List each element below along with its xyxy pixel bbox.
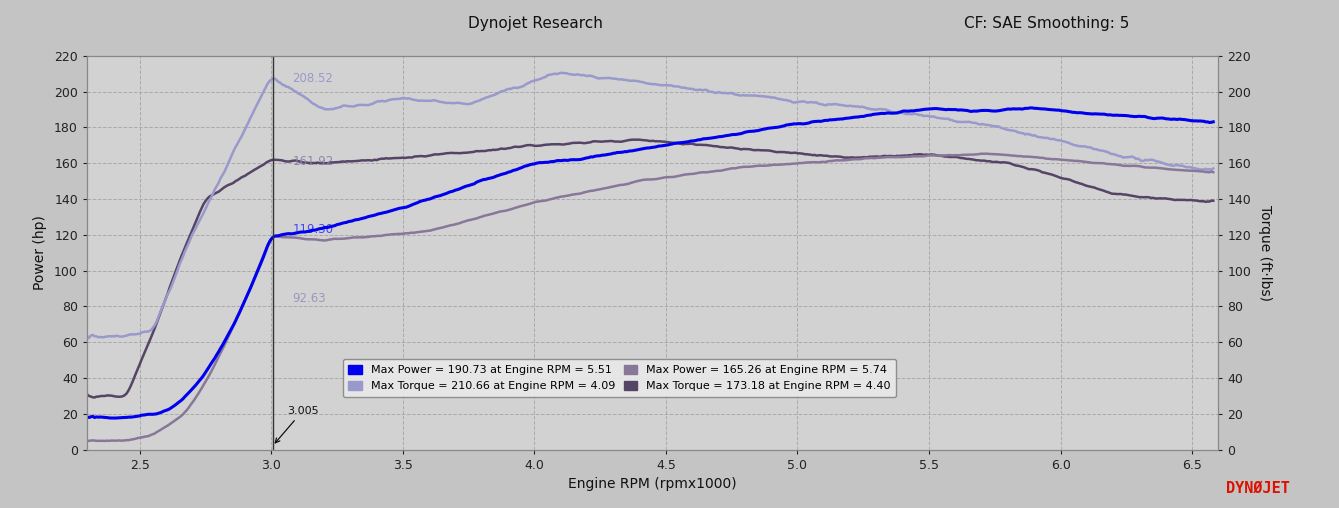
Y-axis label: Torque (ft·lbs): Torque (ft·lbs) bbox=[1259, 205, 1272, 301]
Text: 161.92: 161.92 bbox=[292, 155, 333, 168]
Text: 92.63: 92.63 bbox=[292, 292, 325, 305]
X-axis label: Engine RPM (rpmx1000): Engine RPM (rpmx1000) bbox=[569, 477, 736, 491]
Text: DYNØJET: DYNØJET bbox=[1225, 480, 1289, 495]
Legend: Max Power = 190.73 at Engine RPM = 5.51, Max Torque = 210.66 at Engine RPM = 4.0: Max Power = 190.73 at Engine RPM = 5.51,… bbox=[343, 359, 896, 397]
Text: 119.30: 119.30 bbox=[292, 223, 333, 236]
Text: 208.52: 208.52 bbox=[292, 72, 333, 85]
Text: CF: SAE Smoothing: 5: CF: SAE Smoothing: 5 bbox=[964, 16, 1130, 31]
Y-axis label: Power (hp): Power (hp) bbox=[33, 215, 47, 290]
Text: 3.005: 3.005 bbox=[276, 406, 319, 443]
Text: Dynojet Research: Dynojet Research bbox=[469, 16, 603, 31]
